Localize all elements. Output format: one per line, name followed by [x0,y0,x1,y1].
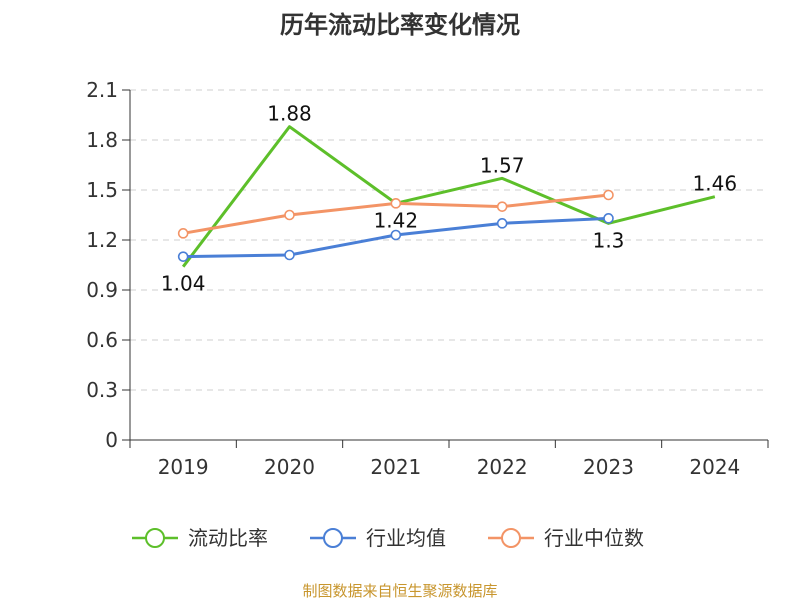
data-label-2021: 1.42 [374,208,419,232]
legend-label-1: 行业均值 [366,526,446,550]
y-tick-label-2: 0.6 [86,328,118,352]
series-2-point-2023 [603,189,614,201]
series-line-0 [181,125,716,268]
x-tick-label-2019: 2019 [158,455,209,479]
data-label-2020: 1.88 [267,102,312,126]
series-2-point-2019 [177,228,189,239]
legend-item-0: 流动比率 [132,526,268,550]
series-1-point-2020 [284,249,295,261]
legend-marker-0 [145,528,165,548]
y-tick-label-7: 2.1 [86,78,118,102]
series-1-point-2023 [603,213,614,224]
data-label-2022: 1.57 [480,153,525,177]
grid-lines [130,89,768,391]
data-label-2023: 1.3 [593,228,625,252]
y-tick-label-1: 0.3 [86,378,118,402]
series-1-point-2022 [496,218,508,229]
series-2-point-2020 [284,209,295,221]
x-tick-label-2023: 2023 [583,455,634,479]
legend-item-1: 行业均值 [310,526,446,550]
legend: 流动比率 行业均值 行业中位数 [132,526,644,550]
source-note: 制图数据来自恒生聚源数据库 [302,582,497,600]
series-group [177,125,716,268]
series-0 [181,125,716,268]
y-tick-label-3: 0.9 [86,278,118,302]
data-label-2019: 1.04 [161,272,206,296]
legend-label-0: 流动比率 [188,526,268,550]
series-2-point-2021 [390,198,402,209]
data-labels: 1.04 1.88 1.42 1.57 1.3 1.46 [161,102,737,296]
series-1 [177,213,614,262]
x-tick-label-2022: 2022 [477,455,528,479]
legend-item-2: 行业中位数 [488,526,644,550]
x-tick-label-2024: 2024 [689,455,740,479]
y-tick-label-5: 1.5 [86,178,118,202]
y-tick-label-0: 0 [105,428,118,452]
series-1-point-2021 [390,229,402,241]
series-1-point-2019 [177,251,189,262]
y-tick-label-4: 1.2 [86,228,118,252]
legend-label-2: 行业中位数 [544,526,644,550]
y-tick-label-6: 1.8 [86,128,118,152]
series-2-point-2022 [496,201,508,212]
chart-title: 历年流动比率变化情况 [280,11,520,39]
x-tick-label-2021: 2021 [370,455,421,479]
legend-marker-1 [323,528,343,548]
data-label-2024: 1.46 [693,172,738,196]
legend-marker-2 [501,528,521,548]
axes: 0 0.3 0.6 0.9 1.2 1.5 1.8 2.1 2019 2020 2021 2022 20… [86,78,769,479]
x-tick-label-2020: 2020 [264,455,315,479]
series-2 [177,189,614,239]
